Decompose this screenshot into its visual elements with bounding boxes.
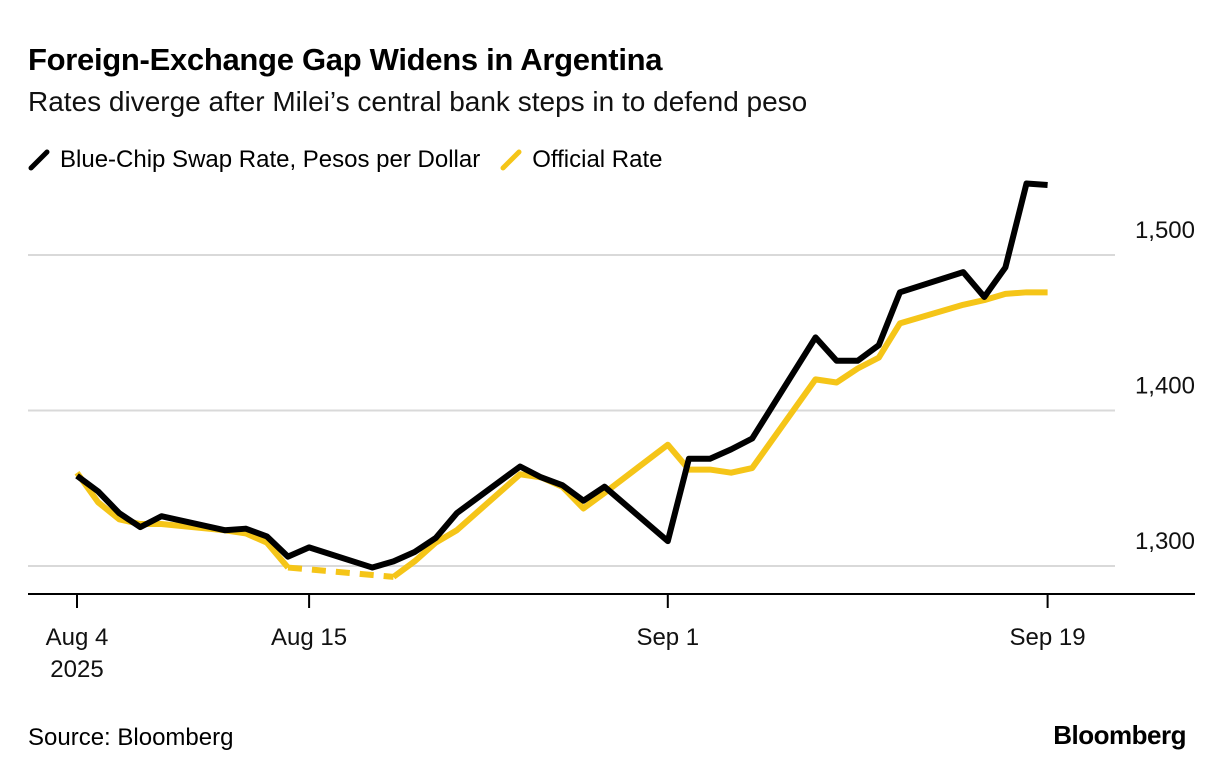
x-tick-label: Aug 4 — [46, 624, 109, 651]
x-tick-sublabel: 2025 — [50, 656, 103, 683]
chart-subtitle: Rates diverge after Milei’s central bank… — [28, 86, 808, 117]
series-line-official — [74, 470, 291, 570]
chart-title: Foreign-Exchange Gap Widens in Argentina — [28, 42, 663, 77]
x-tick-label: Sep 19 — [1010, 624, 1086, 651]
series-line-official — [391, 289, 1048, 580]
legend-swatch-official — [500, 149, 522, 171]
source-note: Source: Bloomberg — [28, 724, 234, 751]
y-tick-label: 1,500 — [1135, 217, 1195, 244]
bloomberg-logo: Bloomberg — [1053, 720, 1186, 750]
legend: Blue-Chip Swap Rate, Pesos per Dollar Of… — [28, 146, 682, 174]
legend-label-official: Official Rate — [532, 146, 663, 173]
y-tick-label: 1,400 — [1135, 373, 1195, 400]
legend-label-blue-chip: Blue-Chip Swap Rate, Pesos per Dollar — [60, 146, 481, 173]
series-gap-dashed — [287, 564, 394, 580]
x-tick-label: Aug 15 — [271, 624, 347, 651]
y-tick-label: 1,300 — [1135, 528, 1195, 555]
legend-item-official: Official Rate — [500, 146, 662, 174]
legend-item-blue-chip: Blue-Chip Swap Rate, Pesos per Dollar — [28, 146, 480, 174]
series-line-blue-chip — [75, 180, 1048, 571]
legend-swatch-blue-chip — [28, 149, 50, 171]
x-tick-label: Sep 1 — [636, 624, 699, 651]
